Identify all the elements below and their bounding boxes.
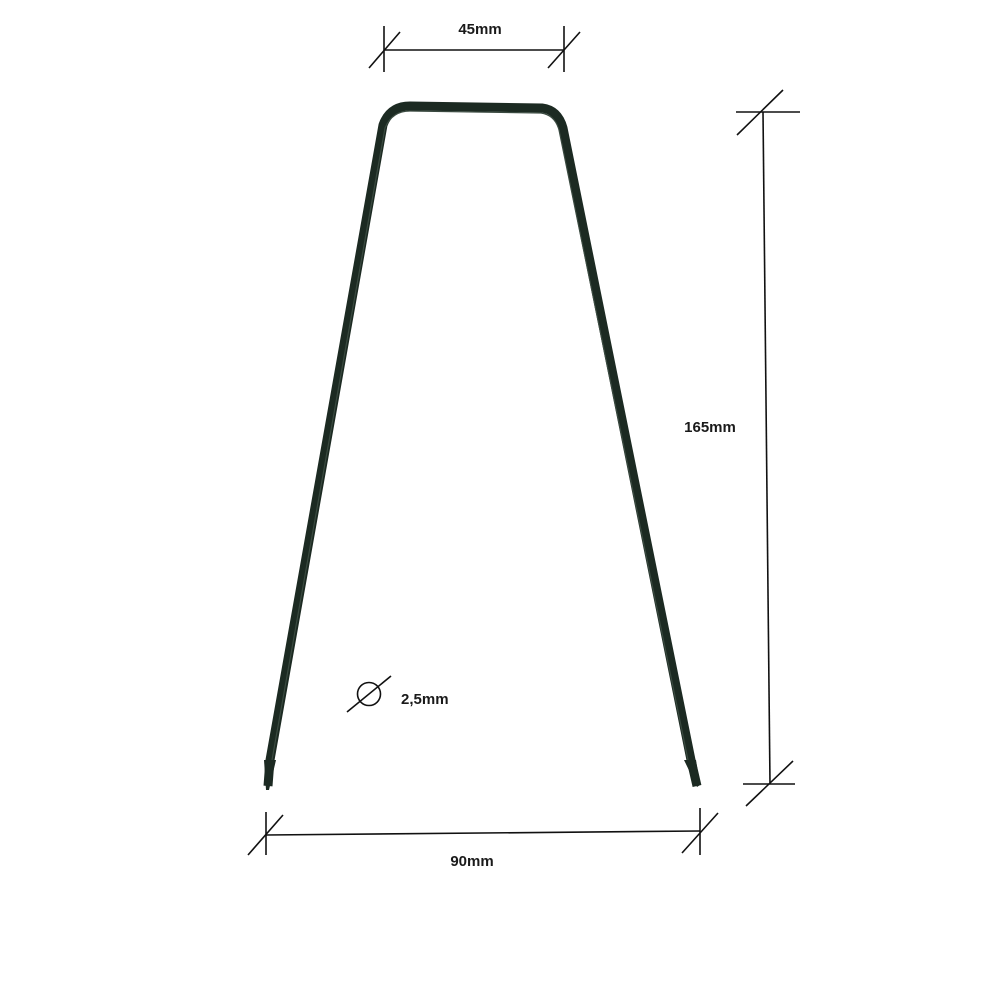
wire-body (263, 101, 702, 788)
height-dimension: 165mm (684, 89, 800, 807)
wire-inner-highlight (271, 110, 689, 761)
height-tick-top (736, 89, 784, 136)
bottom-width-label: 90mm (450, 853, 493, 870)
height-tick-bottom (745, 760, 794, 807)
top-width-label: 45mm (458, 21, 501, 38)
top-width-dimension: 45mm (368, 21, 581, 72)
diameter-symbol-icon (346, 675, 392, 713)
bottom-width-dimension: 90mm (247, 808, 719, 870)
top-tick-left (368, 31, 401, 69)
bottom-tick-left (247, 814, 284, 856)
wire-diameter-label: 2,5mm (401, 691, 449, 708)
left-wire-tip (264, 760, 276, 790)
right-wire-tip (684, 760, 700, 787)
bottom-dimension-line (265, 830, 701, 836)
height-dimension-line (762, 111, 771, 785)
wire-diameter-annotation: 2,5mm (346, 675, 449, 713)
ground-staple-wire (263, 101, 702, 790)
height-label: 165mm (684, 419, 736, 436)
bottom-tick-right (681, 812, 719, 854)
top-tick-right (547, 31, 581, 69)
